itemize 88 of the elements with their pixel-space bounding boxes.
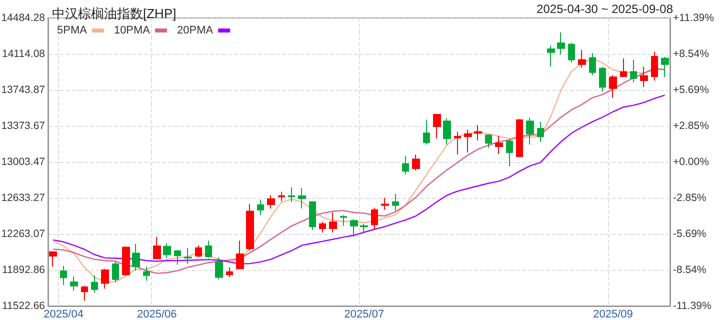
candlestick <box>288 186 295 202</box>
y2-tick-label: -5.69% <box>673 228 706 240</box>
candlestick <box>443 118 451 146</box>
candlestick <box>49 251 57 268</box>
candlestick <box>412 154 420 172</box>
candlestick <box>433 113 441 140</box>
candlestick <box>568 42 575 63</box>
candlestick <box>557 32 565 55</box>
candlestick <box>267 194 275 210</box>
y2-tick-label: +0.00% <box>673 156 709 168</box>
candlestick <box>143 266 150 282</box>
candlestick <box>101 268 109 290</box>
x-tick-label: 2025/07 <box>344 308 384 320</box>
candlestick <box>360 223 368 234</box>
candlestick <box>81 285 88 302</box>
candlestick <box>319 221 326 234</box>
candlestick <box>298 187 306 210</box>
candlestick <box>526 117 534 146</box>
candlestick <box>578 49 586 68</box>
y-tick-label: 11522.66 <box>2 300 46 312</box>
candlestick <box>547 45 555 67</box>
x-tick-label: 2025/09 <box>593 308 633 320</box>
legend-label: 5PMA <box>56 24 88 36</box>
y-tick-label: 11892.86 <box>2 264 46 276</box>
y-tick-label: 12633.27 <box>1 192 46 204</box>
y-tick-label: 13003.47 <box>1 156 46 168</box>
candlestick <box>153 236 161 260</box>
y2-tick-label: -2.85% <box>673 192 706 204</box>
candlestick <box>589 52 596 76</box>
candlestick <box>640 66 648 88</box>
candlestick <box>474 124 482 141</box>
candlestick <box>215 256 223 280</box>
candlestick <box>60 265 67 286</box>
candlestick <box>195 244 202 258</box>
candlestick <box>371 207 378 230</box>
candlestick <box>205 240 212 258</box>
y2-tick-label: +5.69% <box>673 84 709 96</box>
candlestick <box>392 193 399 212</box>
y-tick-label: 12263.07 <box>1 228 46 240</box>
y2-tick-label: +2.85% <box>673 120 709 132</box>
y-tick-label: 14484.28 <box>1 12 46 24</box>
legend-label: 20PMA <box>177 24 214 36</box>
candlestick <box>309 200 316 230</box>
candlestick <box>257 199 264 216</box>
candlestick <box>464 129 472 154</box>
candlestick <box>381 197 389 210</box>
y2-tick-label: -11.39% <box>673 300 712 312</box>
candlestick <box>661 56 669 78</box>
candlestick <box>112 261 119 282</box>
y-tick-label: 13743.87 <box>1 84 46 96</box>
candlestick <box>132 243 140 272</box>
chart-title: 中汉棕榈油指数[ZHP] <box>52 6 176 21</box>
candlestick <box>340 214 347 226</box>
candlestick <box>350 218 358 238</box>
candlestick <box>516 118 523 158</box>
candlestick <box>226 266 233 278</box>
line-series <box>52 94 666 265</box>
candlestick <box>630 59 637 83</box>
candlestick <box>423 119 430 146</box>
y-tick-label: 13373.67 <box>1 120 46 132</box>
candlestick <box>174 249 181 266</box>
y-tick-label: 14114.08 <box>2 48 46 60</box>
y2-tick-label: +11.39% <box>673 12 714 24</box>
candlestick <box>122 246 130 276</box>
candlestick <box>246 203 254 252</box>
candlestick <box>609 74 617 98</box>
candlestick <box>537 121 544 142</box>
candlestick <box>402 155 409 175</box>
candlestick <box>91 274 98 294</box>
candlestick <box>599 66 606 92</box>
x-tick-label: 2025/04 <box>44 308 84 320</box>
legend-label: 10PMA <box>114 24 151 36</box>
y2-tick-label: +8.54% <box>673 48 709 60</box>
candlestick <box>184 247 192 264</box>
text: 2025-04-30 ~ 2025-09-08 <box>536 2 674 16</box>
y2-tick-label: -8.54% <box>673 264 706 276</box>
candlestick <box>278 191 285 202</box>
candlestick <box>485 134 492 148</box>
candlestick <box>163 242 171 258</box>
candlestick <box>620 58 627 78</box>
candlestick <box>651 51 658 81</box>
candlestick <box>70 276 78 292</box>
candlestick <box>236 240 244 270</box>
candlestick <box>506 139 513 168</box>
candlestick <box>495 135 503 154</box>
candlestick <box>329 212 337 234</box>
x-tick-label: 2025/06 <box>136 308 177 320</box>
candlestick <box>454 131 461 155</box>
